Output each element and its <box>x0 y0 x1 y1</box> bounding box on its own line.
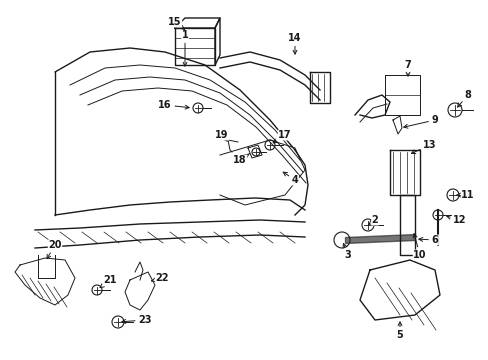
Text: 2: 2 <box>368 215 378 225</box>
Text: 14: 14 <box>287 33 301 54</box>
Text: 9: 9 <box>403 115 437 128</box>
Text: 6: 6 <box>418 235 437 245</box>
Text: 16: 16 <box>158 100 189 110</box>
Text: 21: 21 <box>100 275 117 288</box>
Text: 13: 13 <box>411 140 436 154</box>
Text: 22: 22 <box>151 273 168 283</box>
Text: 10: 10 <box>412 234 426 260</box>
Text: 12: 12 <box>446 215 466 225</box>
Text: 7: 7 <box>404 60 410 76</box>
Text: 18: 18 <box>233 154 249 165</box>
Text: 11: 11 <box>456 190 474 200</box>
Text: 17: 17 <box>273 130 291 143</box>
Text: 1: 1 <box>181 30 188 66</box>
Text: 4: 4 <box>283 172 298 185</box>
Text: 23: 23 <box>122 315 151 325</box>
Text: 19: 19 <box>215 130 228 141</box>
Text: 8: 8 <box>457 90 470 107</box>
Text: 20: 20 <box>47 240 61 259</box>
Text: 15: 15 <box>168 17 184 30</box>
Text: 3: 3 <box>343 244 351 260</box>
Text: 5: 5 <box>396 322 403 340</box>
